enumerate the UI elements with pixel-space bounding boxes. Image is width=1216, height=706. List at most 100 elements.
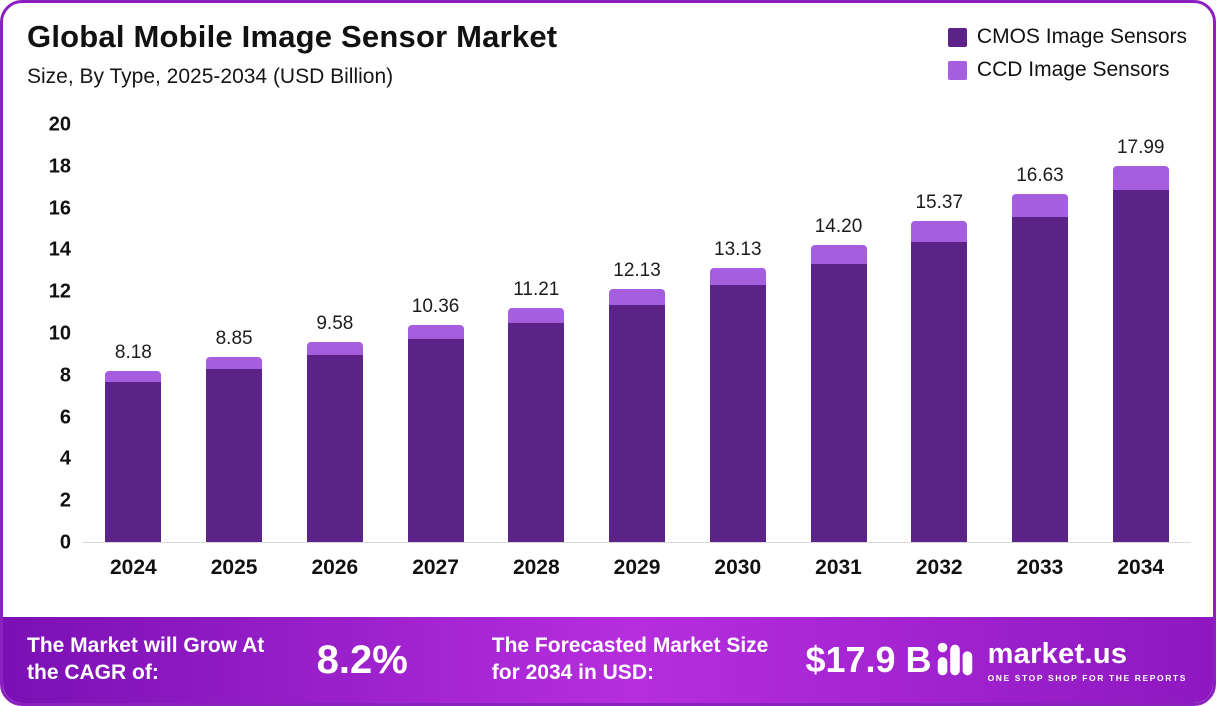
legend-label-ccd: CCD Image Sensors — [976, 58, 1170, 81]
bar-segment-cmos — [105, 382, 162, 542]
bar-total-label: 9.58 — [316, 312, 354, 334]
y-axis: 0 2 4 6 8 10 12 14 16 18 20 — [31, 114, 83, 554]
bar-segment-ccd — [407, 325, 464, 340]
brand-name: market.us — [987, 637, 1128, 670]
x-tick-label: 2029 — [613, 556, 661, 579]
bar-segment-ccd — [709, 267, 766, 286]
bar-segment-cmos — [508, 322, 565, 542]
x-tick-label: 2024 — [110, 556, 157, 579]
y-tick-label: 6 — [59, 406, 71, 429]
chart-title: Global Mobile Image Sensor Market — [27, 19, 558, 54]
bar-segment-cmos — [911, 241, 968, 542]
x-tick-label: 2031 — [815, 556, 862, 579]
stacked-bar — [1112, 166, 1169, 542]
bar-segment-ccd — [306, 341, 363, 355]
bar-total-label: 17.99 — [1116, 137, 1165, 159]
legend-swatch-cmos — [947, 27, 967, 47]
x-tick-label: 2030 — [714, 556, 762, 579]
y-tick-label: 0 — [59, 531, 71, 554]
bar-segment-ccd — [206, 357, 263, 370]
bar-group-2024: 8.18 — [83, 125, 184, 542]
bar-group-2025: 8.85 — [184, 125, 285, 542]
bar-group-2033: 16.63 — [990, 125, 1091, 542]
bar-segment-cmos — [609, 305, 666, 542]
plot-wrap: 8.18 8.85 9.58 10.36 11.21 12.13 13.13 14.20 15.… — [83, 125, 1191, 580]
stacked-bar — [810, 245, 867, 542]
stacked-bar — [911, 220, 968, 542]
bar-group-2034: 17.99 — [1090, 125, 1191, 542]
bar-segment-ccd — [1011, 194, 1068, 218]
legend-label-cmos: CMOS Image Sensors — [976, 25, 1187, 48]
bar-group-2028: 11.21 — [486, 125, 587, 542]
forecast-value: $17.9 B — [805, 639, 932, 680]
bar-total-label: 13.13 — [714, 238, 762, 260]
bar-segment-cmos — [206, 369, 263, 542]
cagr-label: The Market will Grow At the CAGR of: — [27, 634, 265, 684]
legend: CMOS Image Sensors CCD Image Sensors — [947, 25, 1187, 82]
cagr-value: 8.2% — [316, 637, 408, 682]
bar-segment-ccd — [1112, 166, 1169, 191]
y-tick-label: 20 — [48, 113, 71, 136]
bar-total-label: 16.63 — [1016, 165, 1064, 187]
bar-segment-cmos — [1011, 217, 1068, 542]
x-tick-label: 2027 — [412, 556, 459, 579]
x-tick-label: 2033 — [1016, 556, 1064, 579]
x-tick-label: 2032 — [915, 556, 963, 579]
bar-segment-ccd — [609, 288, 666, 305]
bar-segment-ccd — [911, 220, 968, 242]
bar-total-label: 12.13 — [613, 259, 661, 281]
stacked-bar — [609, 288, 666, 542]
bar-total-label: 8.85 — [215, 328, 253, 350]
stacked-bar — [709, 267, 766, 542]
plot-area: 8.18 8.85 9.58 10.36 11.21 12.13 13.13 14.20 15.… — [83, 125, 1191, 543]
y-tick-label: 10 — [48, 322, 71, 345]
bar-total-label: 10.36 — [411, 296, 460, 318]
bar-segment-ccd — [810, 245, 867, 265]
stacked-bar — [306, 341, 363, 542]
bar-segment-ccd — [508, 307, 565, 323]
bar-segment-cmos — [407, 339, 464, 542]
stacked-bar — [508, 307, 565, 542]
bar-segment-ccd — [105, 371, 162, 383]
y-tick-label: 2 — [59, 489, 71, 512]
bar-segment-cmos — [709, 285, 766, 542]
bar-total-label: 15.37 — [915, 191, 964, 213]
x-tick-label: 2026 — [311, 556, 359, 579]
bar-total-label: 14.20 — [814, 216, 863, 238]
forecast-label: The Forecasted Market Size for 2034 in U… — [491, 634, 769, 684]
y-tick-label: 16 — [48, 197, 71, 220]
bar-total-label: 11.21 — [513, 278, 560, 300]
bar-segment-cmos — [810, 264, 867, 542]
bar-total-label: 8.18 — [114, 342, 152, 364]
stacked-bar — [105, 371, 162, 542]
chart-header: Global Mobile Image Sensor Market Size, … — [3, 3, 1213, 89]
bar-group-2032: 15.37 — [889, 125, 990, 542]
legend-item-ccd: CCD Image Sensors — [947, 58, 1187, 82]
bar-segment-cmos — [1112, 190, 1169, 542]
x-axis-labels: 2024 2025 2026 2027 2028 2029 2030 2031 2032 2033… — [83, 556, 1191, 580]
y-tick-label: 8 — [59, 364, 71, 387]
y-tick-label: 14 — [48, 238, 71, 261]
y-tick-label: 12 — [48, 280, 71, 303]
x-tick-label: 2025 — [210, 556, 258, 579]
brand-tagline: ONE STOP SHOP FOR THE REPORTS — [987, 672, 1187, 683]
chart-area: 0 2 4 6 8 10 12 14 16 18 20 8.18 8.85 9.58 10.36 11.21… — [31, 114, 1191, 580]
y-tick-label: 4 — [59, 447, 71, 470]
bar-group-2026: 9.58 — [284, 125, 385, 542]
chart-subtitle: Size, By Type, 2025-2034 (USD Billion) — [27, 65, 394, 88]
legend-item-cmos: CMOS Image Sensors — [947, 25, 1187, 49]
brand-logo: market.us ONE STOP SHOP FOR THE REPORTS — [932, 637, 1187, 683]
brand-text: market.us ONE STOP SHOP FOR THE REPORTS — [988, 638, 1187, 683]
stacked-bar — [407, 325, 464, 542]
x-tick-label: 2034 — [1117, 556, 1165, 579]
x-tick-label: 2028 — [512, 556, 560, 579]
title-block: Global Mobile Image Sensor Market Size, … — [27, 19, 557, 89]
bar-group-2031: 14.20 — [788, 125, 889, 542]
y-tick-label: 18 — [48, 155, 71, 178]
bar-group-2027: 10.36 — [385, 125, 486, 542]
bar-segment-cmos — [306, 354, 363, 542]
marketus-logo-icon — [937, 642, 972, 676]
stacked-bar — [1011, 194, 1068, 542]
legend-swatch-ccd — [947, 60, 967, 80]
